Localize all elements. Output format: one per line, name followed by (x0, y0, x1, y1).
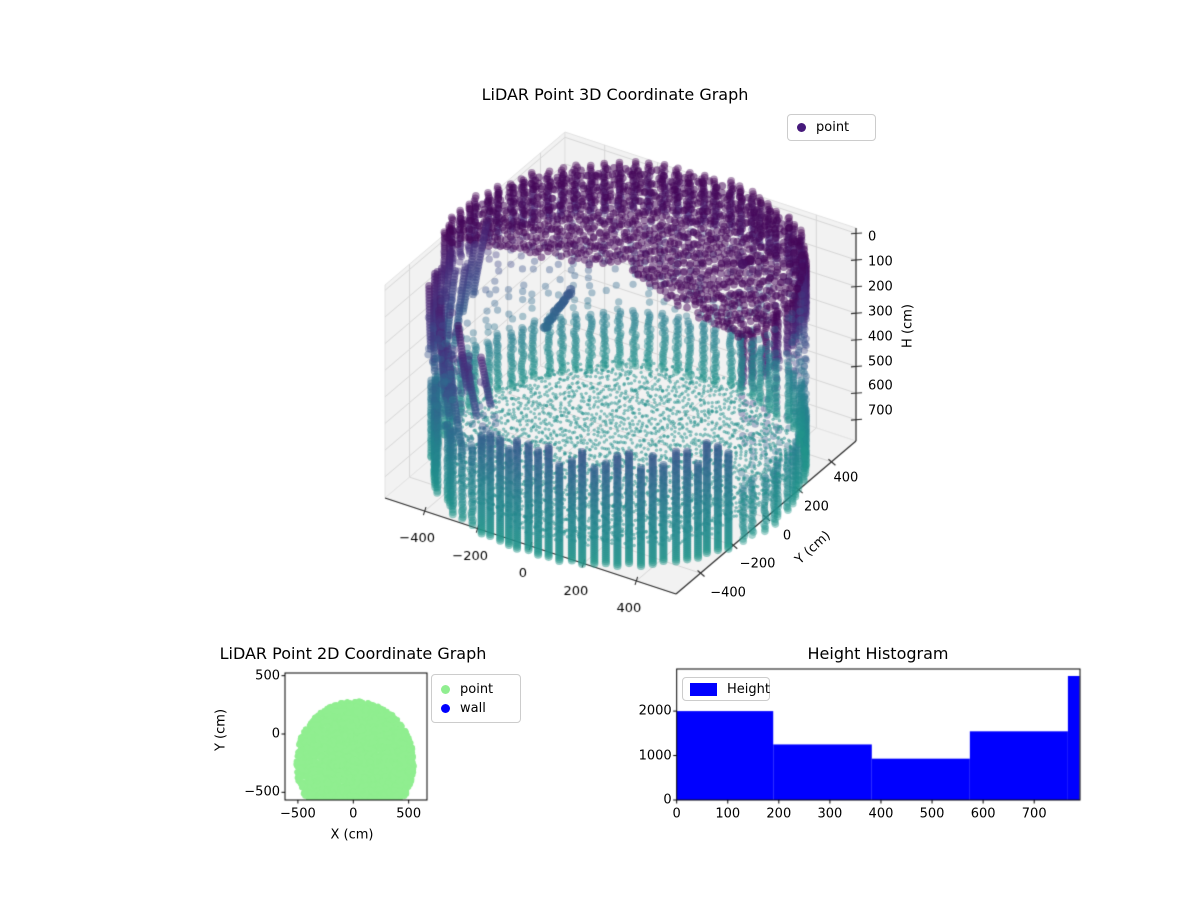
legend-item-point-3d: point (788, 118, 875, 137)
plot-title-2d: LiDAR Point 2D Coordinate Graph (219, 644, 487, 663)
hist-ytick-label: 0 (663, 792, 672, 808)
x2d-tick-label: −500 (280, 806, 316, 822)
x2d-tick-label: 0 (349, 806, 358, 822)
y3d-tick-label: 0 (782, 528, 792, 543)
plot-title-hist: Height Histogram (807, 644, 949, 663)
axis-label-x-2d: X (cm) (330, 827, 374, 843)
h3d-tick-label: 700 (868, 403, 893, 419)
legend-item-wall-2d: wall (432, 699, 520, 718)
h3d-tick-label: 0 (868, 229, 877, 245)
legend-label-point-2d: point (460, 681, 494, 697)
legend-item-point-2d: point (432, 680, 520, 699)
legend-item-height: Height (683, 680, 770, 699)
hist-xtick-label: 200 (766, 806, 792, 822)
height-bar-swatch-icon (690, 682, 717, 696)
wall-marker-icon (441, 703, 450, 713)
y3d-tick-label: 200 (804, 499, 829, 515)
y2d-tick-label: 0 (271, 726, 280, 742)
hist-xtick-label: 100 (715, 806, 741, 822)
hist-xtick-label: 0 (672, 806, 681, 822)
legend-label-height: Height (727, 681, 770, 697)
legend-3d: point (787, 114, 876, 141)
hist-ytick-label: 1000 (638, 748, 672, 764)
hist-ytick-label: 2000 (638, 703, 672, 719)
hist-xtick-label: 600 (970, 806, 996, 822)
legend-2d: point wall (431, 674, 521, 723)
h3d-tick-label: 300 (868, 304, 893, 320)
h3d-tick-label: 400 (868, 329, 893, 345)
h3d-tick-label: 100 (868, 254, 893, 270)
y3d-tick-label: 400 (833, 470, 859, 486)
y3d-tick-label: −400 (710, 585, 746, 601)
legend-hist: Height (682, 677, 770, 701)
y3d-tick-label: −200 (739, 556, 776, 572)
point-marker-icon (441, 684, 450, 694)
hist-xtick-label: 400 (868, 806, 894, 822)
h3d-tick-label: 500 (868, 354, 893, 369)
hist-xtick-label: 700 (1021, 806, 1047, 822)
h3d-tick-label: 600 (868, 378, 893, 394)
legend-label-wall-2d: wall (460, 700, 486, 716)
x2d-tick-label: 500 (396, 806, 422, 822)
hist-xtick-label: 500 (919, 806, 945, 822)
h3d-tick-label: 200 (868, 279, 893, 295)
hist-xtick-label: 300 (817, 806, 843, 822)
plot-title-3d: LiDAR Point 3D Coordinate Graph (481, 85, 749, 104)
point-marker-icon (797, 123, 806, 132)
y2d-tick-label: −500 (244, 784, 280, 800)
legend-label-point-3d: point (816, 120, 850, 135)
y2d-tick-label: 500 (255, 668, 280, 684)
